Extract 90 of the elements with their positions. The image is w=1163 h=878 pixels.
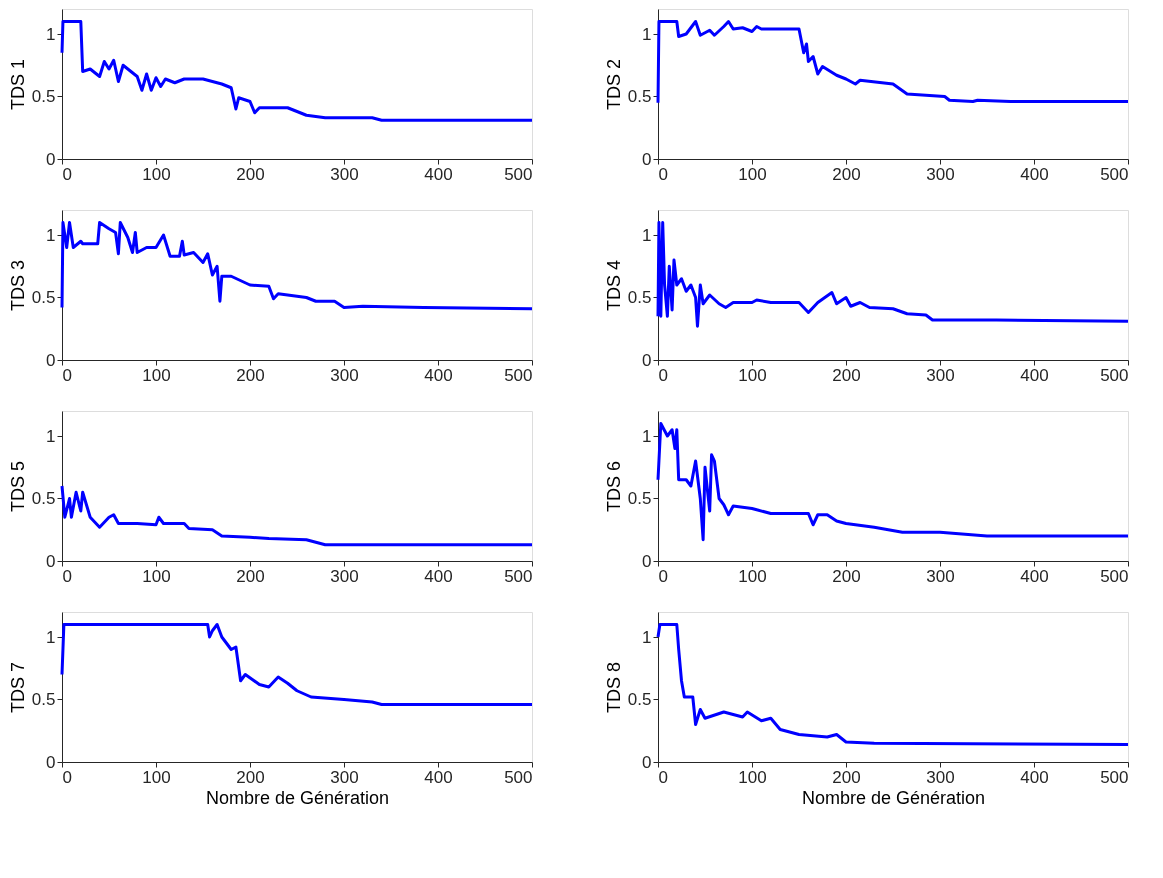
x-tick-label: 100 xyxy=(738,164,767,184)
x-tick-label: 200 xyxy=(236,767,265,787)
y-tick-label: 0.5 xyxy=(31,87,56,106)
y-axis-title: TDS 8 xyxy=(603,661,624,714)
y-tick-label: 0.5 xyxy=(627,690,652,709)
y-tick-label: 0 xyxy=(46,752,56,772)
x-tick-label: 100 xyxy=(738,566,767,586)
x-tick-label: 300 xyxy=(926,566,955,586)
y-tick-label: 0.5 xyxy=(31,288,56,307)
x-tick-label: 400 xyxy=(424,164,453,184)
y-tick-label: 0 xyxy=(46,350,56,370)
x-tick-label: 300 xyxy=(330,164,359,184)
line-series xyxy=(60,20,534,122)
x-tick-label: 200 xyxy=(832,365,861,385)
line-series xyxy=(60,623,534,706)
x-tick-label: 100 xyxy=(142,566,171,586)
x-tick-label: 200 xyxy=(832,164,861,184)
x-tick-label: 300 xyxy=(330,767,359,787)
line-series xyxy=(656,623,1130,746)
y-tick-label: 0.5 xyxy=(627,288,652,307)
line-series xyxy=(656,20,1130,105)
y-tick-label: 0 xyxy=(46,149,56,169)
x-tick-label: 200 xyxy=(832,566,861,586)
y-tick-label: 1 xyxy=(46,627,56,647)
y-tick-label: 0 xyxy=(642,350,652,370)
y-tick-label: 1 xyxy=(642,24,652,44)
y-axis-title: TDS 5 xyxy=(7,460,28,513)
line-series xyxy=(60,221,534,311)
x-tick-label: 100 xyxy=(738,365,767,385)
y-axis-title: TDS 7 xyxy=(7,661,28,714)
x-tick-label: 400 xyxy=(424,566,453,586)
y-tick-label: 1 xyxy=(642,426,652,446)
x-tick-label: 0 xyxy=(62,164,72,184)
x-tick-label: 200 xyxy=(236,365,265,385)
x-tick-label: 500 xyxy=(1100,164,1129,184)
y-axis-title: TDS 4 xyxy=(603,259,624,312)
y-tick-label: 0 xyxy=(46,551,56,571)
x-axis-title: Nombre de Génération xyxy=(801,787,986,808)
x-tick-label: 400 xyxy=(1020,365,1049,385)
x-tick-label: 400 xyxy=(1020,164,1049,184)
y-tick-label: 0.5 xyxy=(31,690,56,709)
x-tick-label: 0 xyxy=(62,566,72,586)
y-tick-label: 1 xyxy=(46,24,56,44)
x-tick-label: 500 xyxy=(504,767,533,787)
y-tick-label: 1 xyxy=(642,225,652,245)
x-tick-label: 400 xyxy=(424,365,453,385)
x-tick-label: 300 xyxy=(926,365,955,385)
x-tick-label: 400 xyxy=(1020,566,1049,586)
y-tick-label: 0.5 xyxy=(31,489,56,508)
x-tick-label: 0 xyxy=(658,164,668,184)
x-tick-label: 100 xyxy=(738,767,767,787)
x-tick-label: 500 xyxy=(504,164,533,184)
x-tick-label: 0 xyxy=(658,767,668,787)
line-series xyxy=(656,422,1130,542)
x-tick-label: 200 xyxy=(236,164,265,184)
x-tick-label: 300 xyxy=(330,566,359,586)
x-axis-title: Nombre de Génération xyxy=(205,787,390,808)
x-tick-label: 500 xyxy=(1100,566,1129,586)
y-tick-label: 0 xyxy=(642,551,652,571)
x-tick-label: 500 xyxy=(1100,767,1129,787)
y-tick-label: 0 xyxy=(642,149,652,169)
y-tick-label: 1 xyxy=(46,426,56,446)
x-tick-label: 100 xyxy=(142,767,171,787)
y-tick-label: 0 xyxy=(642,752,652,772)
y-axis-title: TDS 2 xyxy=(603,58,624,111)
x-tick-label: 0 xyxy=(62,365,72,385)
x-tick-label: 0 xyxy=(62,767,72,787)
x-tick-label: 0 xyxy=(658,566,668,586)
x-tick-label: 500 xyxy=(504,566,533,586)
line-series xyxy=(656,221,1130,328)
y-tick-label: 1 xyxy=(642,627,652,647)
y-tick-label: 0.5 xyxy=(627,489,652,508)
x-tick-label: 0 xyxy=(658,365,668,385)
y-axis-title: TDS 3 xyxy=(7,259,28,312)
x-tick-label: 300 xyxy=(926,767,955,787)
x-tick-label: 200 xyxy=(832,767,861,787)
x-tick-label: 400 xyxy=(1020,767,1049,787)
y-axis-title: TDS 1 xyxy=(7,58,28,111)
y-tick-label: 1 xyxy=(46,225,56,245)
x-tick-label: 300 xyxy=(330,365,359,385)
line-series xyxy=(60,484,534,547)
y-axis-title: TDS 6 xyxy=(603,460,624,513)
x-tick-label: 300 xyxy=(926,164,955,184)
x-tick-label: 500 xyxy=(504,365,533,385)
x-tick-label: 100 xyxy=(142,164,171,184)
x-tick-label: 200 xyxy=(236,566,265,586)
x-tick-label: 400 xyxy=(424,767,453,787)
x-tick-label: 500 xyxy=(1100,365,1129,385)
x-tick-label: 100 xyxy=(142,365,171,385)
y-tick-label: 0.5 xyxy=(627,87,652,106)
